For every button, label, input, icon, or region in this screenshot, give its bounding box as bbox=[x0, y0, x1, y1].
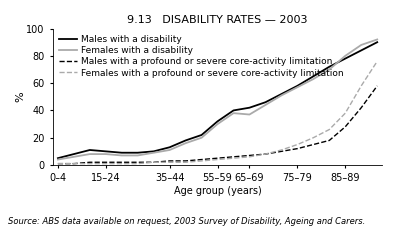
Title: 9.13   DISABILITY RATES — 2003: 9.13 DISABILITY RATES — 2003 bbox=[127, 15, 308, 25]
Y-axis label: %: % bbox=[15, 91, 25, 102]
Text: Source: ABS data available on request, 2003 Survey of Disability, Ageing and Car: Source: ABS data available on request, 2… bbox=[8, 217, 365, 226]
X-axis label: Age group (years): Age group (years) bbox=[173, 186, 261, 196]
Legend: Males with a disability, Females with a disability, Males with a profound or sev: Males with a disability, Females with a … bbox=[58, 33, 345, 79]
